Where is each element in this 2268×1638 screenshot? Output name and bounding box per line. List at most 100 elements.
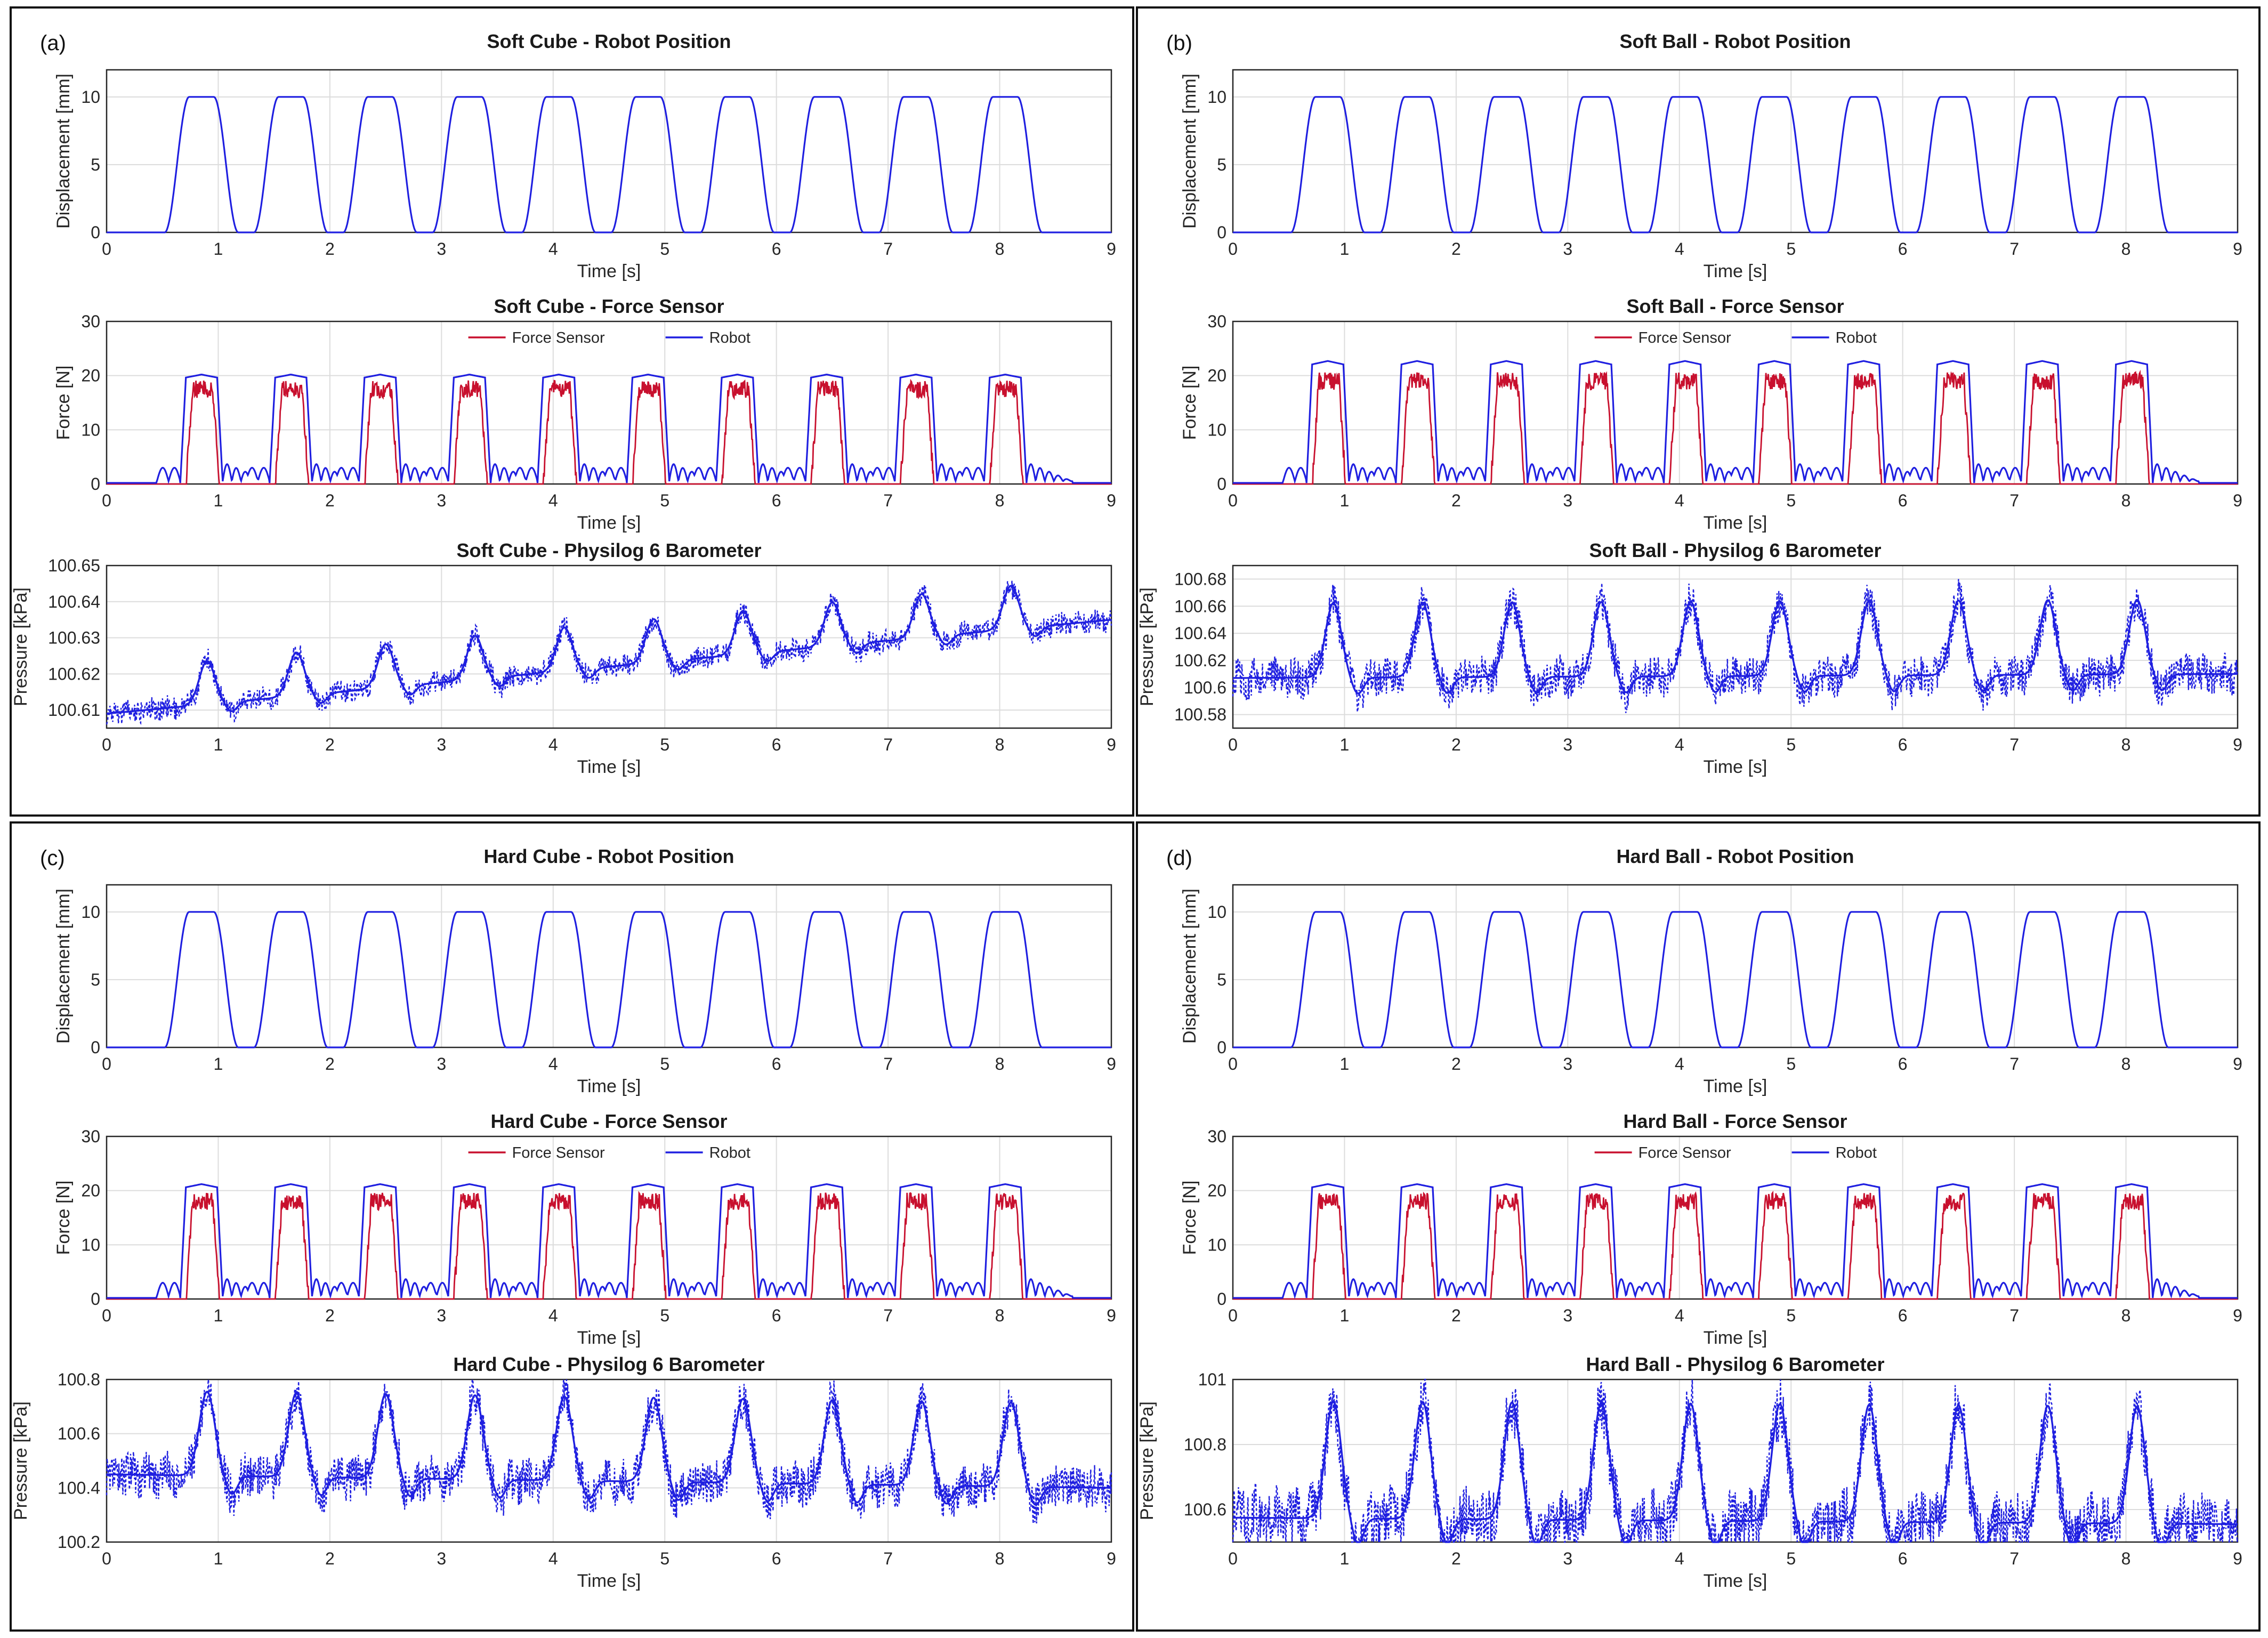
series-robot-position <box>107 911 1111 1048</box>
axes-box <box>106 1135 1112 1300</box>
y-tick-label: 100.66 <box>1174 596 1226 616</box>
y-tick-label: 10 <box>81 902 100 922</box>
y-tick-label: 0 <box>1217 223 1226 242</box>
chart-title: Hard Ball - Force Sensor <box>1623 1110 1847 1132</box>
x-tick-label: 3 <box>437 735 446 754</box>
x-tick-label: 3 <box>1563 1549 1572 1568</box>
x-tick-label: 8 <box>2121 491 2131 510</box>
x-tick-label: 6 <box>772 1549 781 1568</box>
x-tick-label: 6 <box>772 239 781 259</box>
panel-frame <box>1136 821 2261 1632</box>
x-tick-label: 2 <box>1451 239 1461 259</box>
x-tick-label: 2 <box>325 1549 335 1568</box>
chart-c-force: 0 1 2 3 4 5 6 7 8 9 0 10 20 30 Hard Cube - Force Senso… <box>53 1110 1116 1348</box>
y-tick-label: 100.8 <box>58 1370 100 1389</box>
y-axis-label: Pressure [kPa] <box>11 1401 31 1520</box>
panel-label: (c) <box>40 846 65 870</box>
x-tick-label: 9 <box>2233 239 2242 259</box>
series-pressure-filtered <box>1233 599 2238 695</box>
axes-box <box>106 69 1112 233</box>
x-tick-label: 2 <box>325 239 335 259</box>
chart-title: Soft Ball - Physilog 6 Barometer <box>1589 539 1881 561</box>
y-tick-label: 10 <box>81 420 100 439</box>
y-tick-label: 100.2 <box>58 1532 100 1552</box>
x-tick-label: 2 <box>1451 1306 1461 1325</box>
x-tick-label: 1 <box>214 1054 223 1074</box>
x-tick-label: 2 <box>1451 1054 1461 1074</box>
series-robot-position <box>1233 96 2238 233</box>
x-tick-label: 9 <box>2233 735 2242 754</box>
x-axis-label: Time [s] <box>577 1571 641 1591</box>
chart-title: Hard Cube - Robot Position <box>484 845 735 867</box>
x-tick-label: 8 <box>2121 1549 2131 1568</box>
x-tick-label: 3 <box>1563 491 1572 510</box>
chart-b-force: 0 1 2 3 4 5 6 7 8 9 0 10 20 30 Soft Ball - Force Senso… <box>1180 295 2242 533</box>
x-tick-label: 8 <box>995 1054 1005 1074</box>
y-tick-label: 100.63 <box>48 628 100 648</box>
x-tick-label: 5 <box>660 1306 669 1325</box>
legend-robot-label: Robot <box>709 329 750 346</box>
y-tick-label: 0 <box>91 1289 100 1309</box>
x-tick-label: 9 <box>1107 239 1116 259</box>
x-tick-label: 8 <box>995 1306 1005 1325</box>
chart-b-pressure: 0 1 2 3 4 5 6 7 8 9 100.58 100.6 100.62 100.64 100.66 1… <box>1137 539 2242 777</box>
y-tick-label: 100.6 <box>58 1424 100 1443</box>
axes-box <box>1232 1135 2239 1300</box>
x-tick-label: 6 <box>1898 491 1908 510</box>
x-tick-label: 1 <box>214 1306 223 1325</box>
x-tick-label: 4 <box>1675 491 1684 510</box>
series-pressure-raw <box>1232 1378 2239 1544</box>
x-tick-label: 8 <box>2121 1054 2131 1074</box>
x-tick-label: 6 <box>772 1306 781 1325</box>
x-tick-label: 0 <box>102 491 111 510</box>
x-tick-label: 8 <box>995 1549 1005 1568</box>
x-tick-label: 5 <box>1786 239 1796 259</box>
y-axis-label: Pressure [kPa] <box>1137 587 1157 706</box>
series-force-sensor <box>1233 369 2238 485</box>
legend-force-sensor-label: Force Sensor <box>512 1144 605 1161</box>
x-tick-label: 3 <box>1563 239 1572 259</box>
y-tick-label: 101 <box>1198 1370 1226 1389</box>
x-tick-label: 6 <box>772 735 781 754</box>
y-axis-label: Displacement [mm] <box>53 74 74 229</box>
x-tick-label: 0 <box>102 735 111 754</box>
chart-b-position: 0 1 2 3 4 5 6 7 8 9 0 5 10 Soft Ball - Robot Position… <box>1180 30 2242 281</box>
series-force-sensor <box>1233 1190 2238 1300</box>
y-axis-label: Pressure [kPa] <box>11 587 31 706</box>
x-tick-label: 9 <box>1107 735 1116 754</box>
axes-box <box>106 320 1112 485</box>
series-pressure-filtered <box>106 585 1112 715</box>
x-axis-label: Time [s] <box>577 1328 641 1348</box>
series-force-sensor <box>107 1191 1111 1300</box>
x-tick-label: 0 <box>1228 239 1238 259</box>
legend-robot-label: Robot <box>1836 1144 1877 1161</box>
x-axis-label: Time [s] <box>1704 757 1767 777</box>
x-tick-label: 8 <box>995 491 1005 510</box>
series-robot-force <box>107 1183 1111 1300</box>
x-tick-label: 6 <box>1898 1549 1908 1568</box>
x-tick-label: 5 <box>1786 1054 1796 1074</box>
x-axis-label: Time [s] <box>577 513 641 533</box>
x-axis-label: Time [s] <box>577 261 641 281</box>
x-tick-label: 2 <box>325 735 335 754</box>
x-tick-label: 3 <box>437 239 446 259</box>
y-axis-label: Force [N] <box>53 1181 74 1255</box>
x-tick-label: 1 <box>214 239 223 259</box>
x-axis-label: Time [s] <box>577 1076 641 1096</box>
y-tick-label: 100.6 <box>1184 678 1226 697</box>
y-tick-label: 0 <box>1217 1038 1226 1057</box>
x-tick-label: 6 <box>1898 239 1908 259</box>
x-tick-label: 8 <box>2121 1306 2131 1325</box>
y-tick-label: 5 <box>1217 970 1226 989</box>
x-tick-label: 2 <box>325 491 335 510</box>
chart-title: Soft Cube - Force Sensor <box>494 295 724 317</box>
x-tick-label: 9 <box>1107 1054 1116 1074</box>
panel-label: (a) <box>40 31 66 55</box>
y-tick-label: 100.64 <box>1174 624 1226 643</box>
x-tick-label: 5 <box>1786 491 1796 510</box>
chart-d-force: 0 1 2 3 4 5 6 7 8 9 0 10 20 30 Hard Ball - Force Senso… <box>1180 1110 2242 1348</box>
x-tick-label: 7 <box>883 491 893 510</box>
x-tick-label: 5 <box>660 491 669 510</box>
y-axis-label: Force [N] <box>1180 366 1200 440</box>
